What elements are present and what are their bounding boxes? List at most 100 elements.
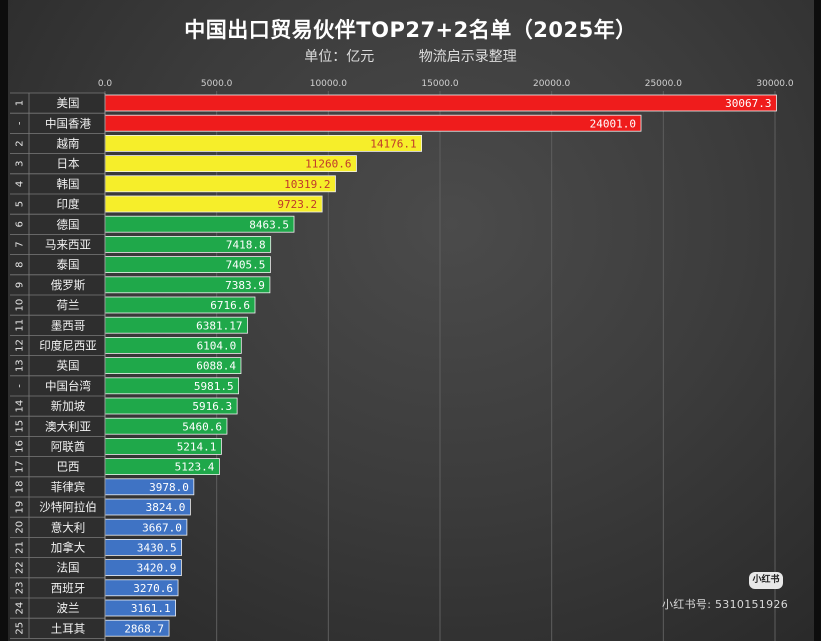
category-label: 西班牙	[51, 581, 86, 595]
unit-label: 单位：亿元	[304, 49, 375, 65]
value-label: 3978.0	[149, 481, 189, 494]
category-label: 波兰	[57, 601, 80, 615]
x-tick-label: 10000.0	[310, 79, 347, 89]
rank-label: 14	[15, 400, 26, 413]
value-label: 5214.1	[177, 441, 217, 454]
value-label: 7418.8	[226, 239, 266, 252]
category-label: 墨西哥	[51, 318, 86, 332]
rank-label: 7	[15, 241, 26, 247]
category-label: 韩国	[57, 177, 80, 191]
rank-label: 5	[15, 201, 26, 207]
value-label: 6088.4	[196, 360, 236, 373]
rank-label: 23	[15, 582, 26, 595]
xiaohongshu-logo: 小红书	[749, 572, 783, 589]
value-label: 9723.2	[277, 198, 317, 211]
value-label: 7383.9	[225, 279, 265, 292]
value-label: 3270.6	[133, 582, 173, 595]
value-label: 30067.3	[725, 97, 771, 110]
category-label: 美国	[57, 96, 80, 110]
category-label: 中国香港	[45, 116, 91, 130]
x-tick-label: 15000.0	[421, 79, 458, 89]
rank-label: 11	[15, 319, 26, 332]
x-tick-label: 20000.0	[533, 79, 570, 89]
rank-label: 2	[15, 140, 26, 146]
rank-label: 16	[15, 440, 26, 453]
rank-label: 24	[15, 602, 26, 615]
bar	[104, 94, 777, 112]
rank-label: 8	[15, 262, 26, 268]
category-label: 新加坡	[51, 399, 86, 413]
x-tick-label: 0.0	[98, 79, 113, 89]
value-label: 6381.17	[196, 319, 242, 332]
category-label: 俄罗斯	[51, 278, 86, 292]
rank-label: 1	[15, 100, 26, 106]
rank-label: 18	[15, 481, 26, 494]
xiaohongshu-id: 小红书号: 5310151926	[662, 598, 788, 611]
rank-label: 13	[15, 359, 26, 372]
category-label: 印度尼西亚	[39, 339, 97, 353]
category-label: 荷兰	[57, 298, 80, 312]
category-label: 越南	[57, 137, 80, 151]
category-label: 法国	[57, 561, 80, 575]
value-label: 5981.5	[194, 380, 234, 393]
value-label: 5123.4	[175, 461, 215, 474]
value-label: 6716.6	[210, 299, 250, 312]
rank-label: 19	[15, 501, 26, 514]
value-label: 7405.5	[226, 259, 266, 272]
rank-label: 9	[15, 282, 26, 288]
value-label: 3430.5	[137, 542, 177, 555]
value-label: 3161.1	[131, 602, 171, 615]
value-label: 3420.9	[137, 562, 177, 575]
category-label: 菲律宾	[51, 480, 86, 494]
bar	[104, 114, 642, 132]
value-label: 10319.2	[284, 178, 330, 191]
category-label: 巴西	[57, 460, 80, 474]
value-label: 8463.5	[249, 218, 289, 231]
category-label: 澳大利亚	[45, 419, 91, 433]
category-label: 土耳其	[51, 621, 86, 635]
value-label: 24001.0	[590, 117, 636, 130]
chart-subtitle: 单位：亿元 物流启示录整理	[0, 46, 821, 66]
rank-label: 17	[15, 460, 26, 473]
rank-label: 25	[15, 622, 26, 635]
x-tick-label: 30000.0	[756, 79, 793, 89]
category-label: 马来西亚	[45, 238, 91, 252]
category-label: 阿联酋	[51, 440, 86, 454]
category-label: 加拿大	[51, 541, 86, 555]
label-column	[10, 93, 105, 641]
category-label: 印度	[57, 197, 80, 211]
chart-title: 中国出口贸易伙伴TOP27+2名单（2025年）	[184, 18, 637, 42]
value-label: 3824.0	[146, 501, 186, 514]
category-label: 中国台湾	[45, 379, 91, 393]
x-tick-label: 5000.0	[201, 79, 233, 89]
image-left-edge	[0, 0, 8, 641]
value-label: 5460.6	[182, 420, 222, 433]
rank-label: 15	[15, 420, 26, 433]
rank-label: 3	[15, 161, 26, 167]
category-label: 德国	[57, 217, 80, 231]
x-tick-label: 25000.0	[645, 79, 682, 89]
rank-label: 21	[15, 541, 26, 554]
rank-label: 10	[15, 299, 26, 312]
category-label: 沙特阿拉伯	[39, 500, 97, 514]
value-label: 6104.0	[197, 340, 237, 353]
category-label: 意大利	[51, 520, 86, 534]
rank-label: 4	[15, 181, 26, 187]
rank-label: -	[15, 384, 26, 388]
value-label: 5916.3	[192, 400, 232, 413]
rank-label: 6	[15, 221, 26, 227]
rank-label: 20	[15, 521, 26, 534]
category-label: 日本	[57, 157, 80, 171]
rank-label: 22	[15, 561, 26, 574]
category-label: 泰国	[57, 258, 80, 272]
source-label: 物流启示录整理	[418, 49, 517, 65]
value-label: 11260.6	[305, 158, 351, 171]
value-label: 3667.0	[142, 521, 182, 534]
rank-label: -	[15, 121, 26, 125]
value-label: 2868.7	[124, 622, 164, 635]
value-label: 14176.1	[370, 138, 416, 151]
rank-label: 12	[15, 339, 26, 352]
image-right-edge	[814, 0, 821, 641]
category-label: 英国	[57, 359, 80, 373]
